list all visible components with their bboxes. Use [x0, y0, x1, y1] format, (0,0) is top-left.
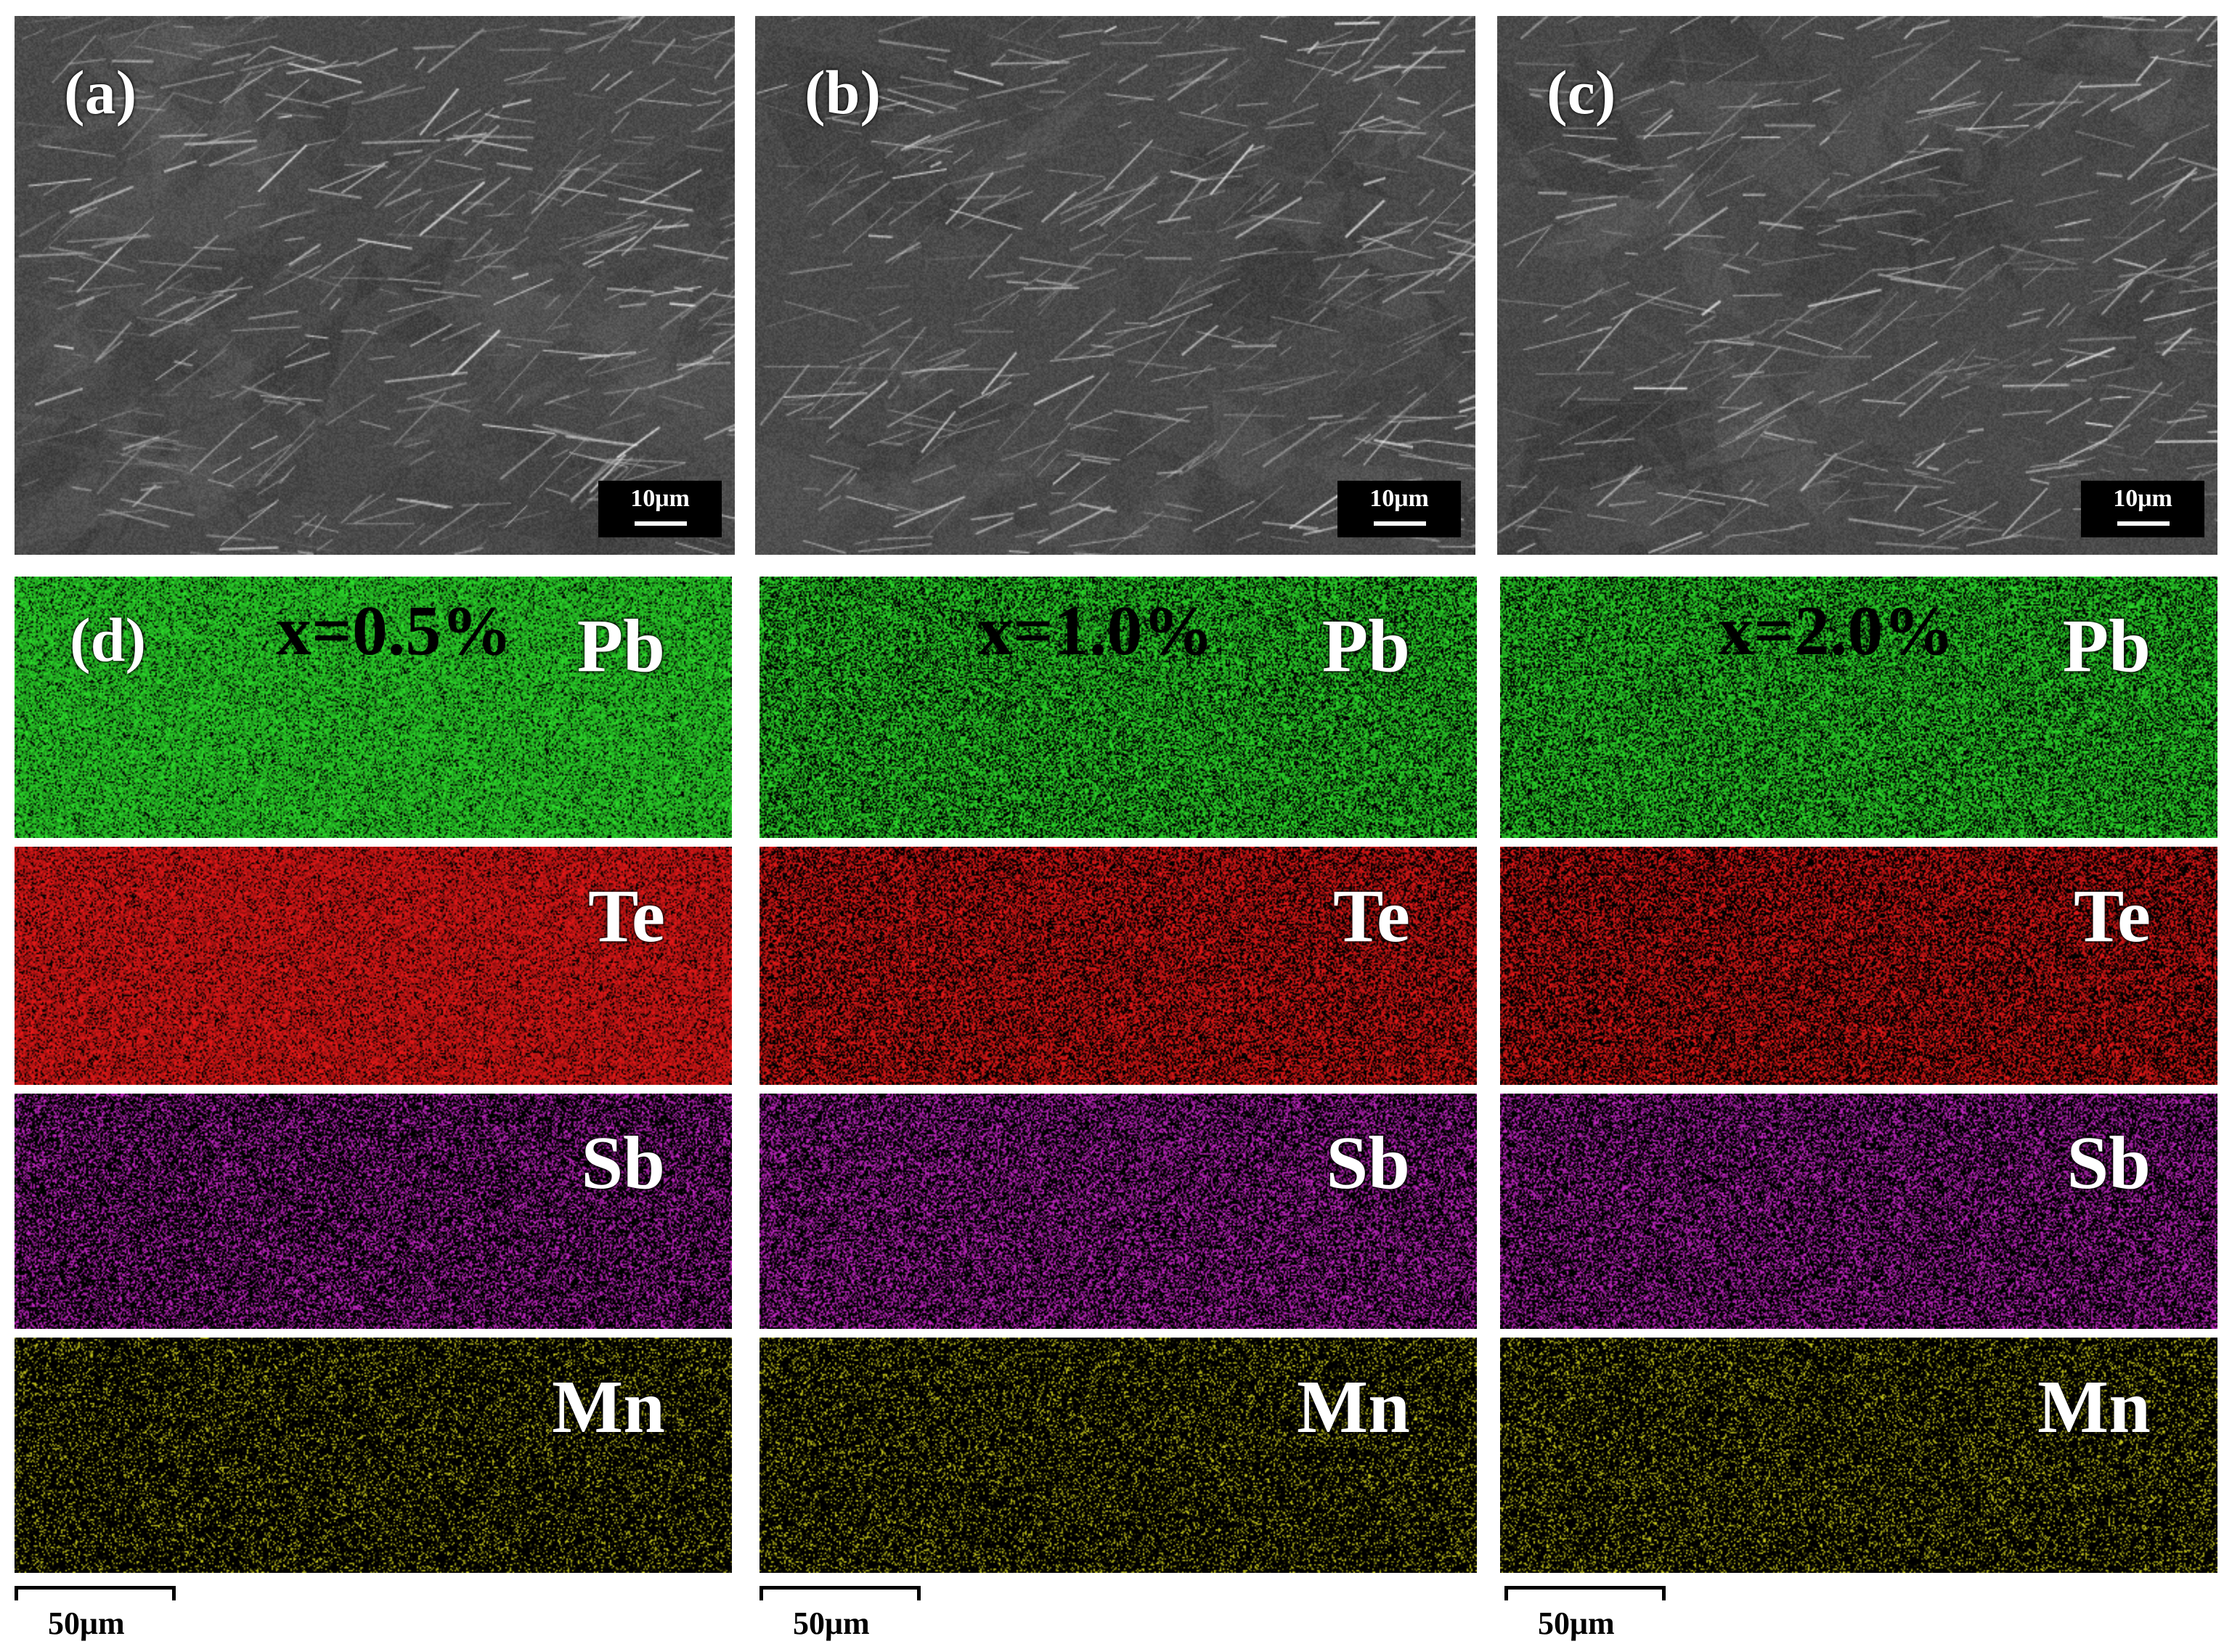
- element-label-sb: Sb: [2066, 1121, 2151, 1205]
- scale-bar-b: 10μm: [1337, 481, 1461, 537]
- composition-label: x=1.0%: [977, 592, 1214, 670]
- scale-bar-tick: [15, 1586, 18, 1600]
- scale-bar-line: [635, 521, 687, 526]
- element-label-mn: Mn: [2037, 1365, 2151, 1449]
- map-te-col3: Te: [1500, 847, 2217, 1085]
- element-map: [1500, 1338, 2217, 1573]
- scale-bar-tick: [917, 1586, 921, 1600]
- element-label-pb: Pb: [2062, 604, 2151, 688]
- scale-bar-text: 10μm: [630, 485, 690, 512]
- element-map: [759, 1094, 1477, 1329]
- element-label-te: Te: [2074, 874, 2151, 958]
- sem-image-b: (b) 10μm: [755, 16, 1475, 555]
- scale-bar-line: [15, 1586, 176, 1590]
- map-pb-col3: x=2.0% Pb: [1500, 577, 2217, 838]
- element-map: [759, 1338, 1477, 1573]
- scale-bar-a: 10μm: [598, 481, 722, 537]
- composition-label: x=0.5%: [276, 592, 513, 670]
- panel-label-d: (d): [70, 605, 147, 675]
- map-sb-col3: Sb: [1500, 1094, 2217, 1329]
- element-label-te: Te: [1333, 874, 1410, 958]
- element-label-sb: Sb: [1326, 1121, 1410, 1205]
- sem-texture: [1497, 16, 2217, 555]
- element-label-pb: Pb: [1321, 604, 1410, 688]
- sem-image-a: (a) 10μm: [15, 16, 735, 555]
- panel-label-c: (c): [1547, 57, 1616, 127]
- scale-bar-line: [759, 1586, 921, 1590]
- element-label-sb: Sb: [581, 1121, 665, 1205]
- scale-bar-tick: [759, 1586, 763, 1600]
- map-pb-col1: (d) x=0.5% Pb: [15, 577, 732, 838]
- element-map: [759, 847, 1477, 1085]
- sem-image-c: (c) 10μm: [1497, 16, 2217, 555]
- panel-label-a: (a): [64, 57, 137, 127]
- panel-label-b: (b): [805, 57, 881, 127]
- scale-bar-line: [2117, 521, 2170, 526]
- scale-bar-text: 50μm: [48, 1606, 125, 1641]
- scale-bar-text: 50μm: [1538, 1606, 1615, 1641]
- element-map: [1500, 847, 2217, 1085]
- element-map: [1500, 1094, 2217, 1329]
- scale-bar-tick: [1662, 1586, 1666, 1600]
- map-mn-col3: Mn: [1500, 1338, 2217, 1573]
- element-map: [1500, 577, 2217, 838]
- element-label-te: Te: [588, 874, 665, 958]
- composition-label: x=2.0%: [1718, 592, 1955, 670]
- sem-texture: [15, 16, 735, 555]
- scale-bar-tick: [1504, 1586, 1508, 1600]
- scale-bar-text: 10μm: [2113, 485, 2172, 512]
- element-map: [15, 1338, 732, 1573]
- scale-bar-c: 10μm: [2081, 481, 2204, 537]
- map-te-col1: Te: [15, 847, 732, 1085]
- map-mn-col1: Mn: [15, 1338, 732, 1573]
- element-label-mn: Mn: [1297, 1365, 1410, 1449]
- element-map: [15, 577, 732, 838]
- map-sb-col1: Sb: [15, 1094, 732, 1329]
- scale-bar-text: 10μm: [1369, 485, 1429, 512]
- element-map: [759, 577, 1477, 838]
- scale-bar-line: [1504, 1586, 1666, 1590]
- scale-bar-line: [1374, 521, 1426, 526]
- element-map: [15, 847, 732, 1085]
- scale-bar-text: 50μm: [793, 1606, 870, 1641]
- element-label-pb: Pb: [577, 604, 665, 688]
- map-te-col2: Te: [759, 847, 1477, 1085]
- element-label-mn: Mn: [552, 1365, 665, 1449]
- map-mn-col2: Mn: [759, 1338, 1477, 1573]
- map-sb-col2: Sb: [759, 1094, 1477, 1329]
- map-pb-col2: x=1.0% Pb: [759, 577, 1477, 838]
- sem-texture: [755, 16, 1475, 555]
- element-map: [15, 1094, 732, 1329]
- scale-bar-tick: [172, 1586, 176, 1600]
